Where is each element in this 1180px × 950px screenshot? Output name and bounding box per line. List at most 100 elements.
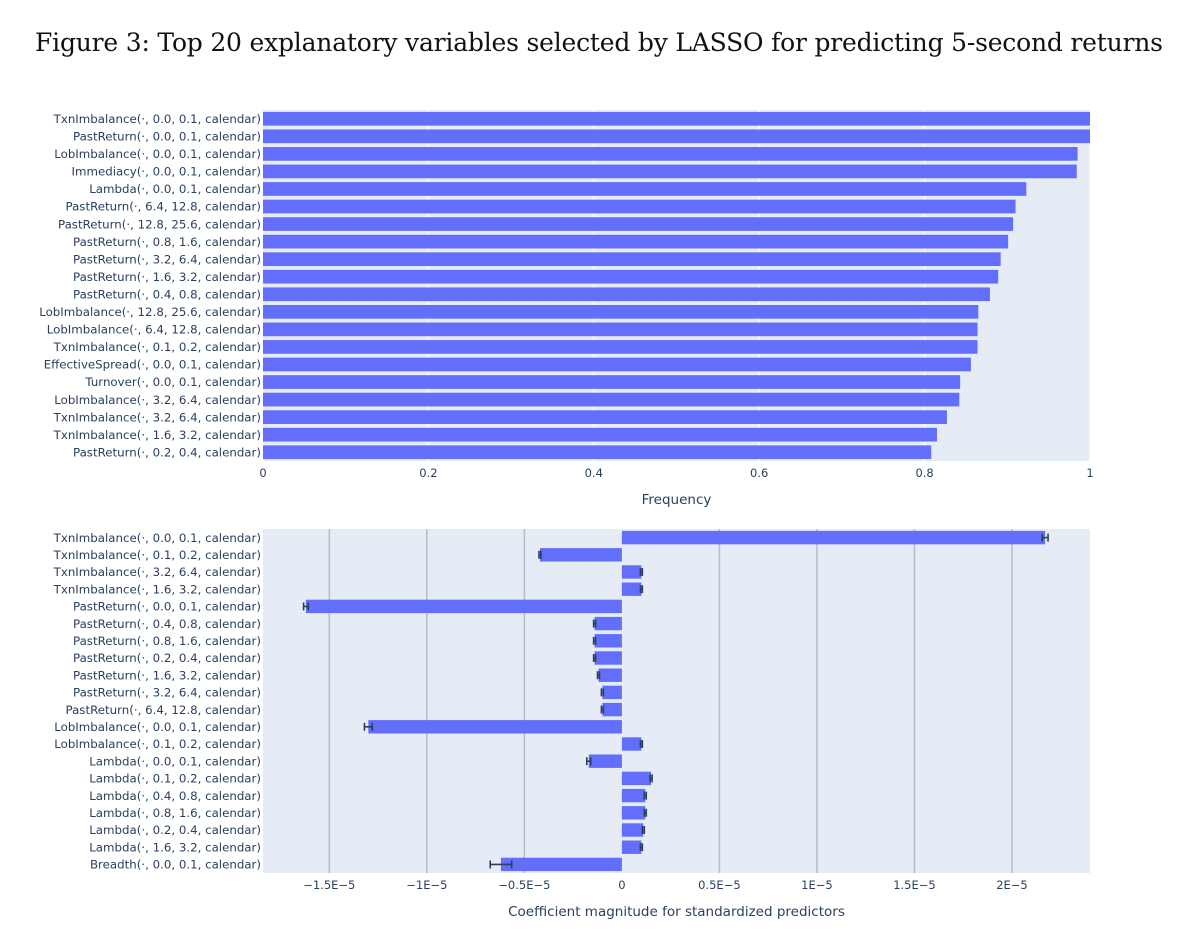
x-tick-label: 0.5E−5 <box>698 878 741 892</box>
category-label: Lambda(·, 0.0, 0.1, calendar) <box>89 182 261 196</box>
category-label: Breadth(·, 0.0, 0.1, calendar) <box>90 858 261 872</box>
category-label: TxnImbalance(·, 0.0, 0.1, calendar) <box>53 531 261 545</box>
category-label: Lambda(·, 0.4, 0.8, calendar) <box>89 789 261 803</box>
bar <box>263 322 978 337</box>
bar <box>588 754 622 768</box>
bar <box>594 634 622 648</box>
category-label: TxnImbalance(·, 0.1, 0.2, calendar) <box>53 548 261 562</box>
category-label: LobImbalance(·, 0.0, 0.1, calendar) <box>54 720 261 734</box>
bar <box>500 857 622 872</box>
bar <box>263 375 961 389</box>
coefficient-chart: TxnImbalance(·, 0.0, 0.1, calendar) TxnIm… <box>0 520 1180 945</box>
category-label: PastReturn(·, 0.2, 0.4, calendar) <box>73 651 261 665</box>
category-label: PastReturn(·, 1.6, 3.2, calendar) <box>73 668 261 682</box>
x-tick-label: 2E−5 <box>996 878 1028 892</box>
figure-title: Figure 3: Top 20 explanatory variables s… <box>35 28 1163 57</box>
bar <box>621 771 652 786</box>
category-label: PastReturn(·, 3.2, 6.4, calendar) <box>73 686 261 700</box>
category-label: TxnImbalance(·, 0.1, 0.2, calendar) <box>53 340 261 354</box>
x-tick-label: 0.2 <box>419 466 437 480</box>
plot-area <box>263 529 1090 873</box>
category-label: LobImbalance(·, 0.0, 0.1, calendar) <box>54 147 261 161</box>
category-label: PastReturn(·, 1.6, 3.2, calendar) <box>73 270 261 284</box>
category-label: PastReturn(·, 3.2, 6.4, calendar) <box>73 252 261 266</box>
category-label: LobImbalance(·, 3.2, 6.4, calendar) <box>54 393 261 407</box>
bar <box>598 668 622 682</box>
bar <box>621 840 642 854</box>
x-tick-label: 1 <box>1086 466 1093 480</box>
x-tick-label: −1.5E−5 <box>303 878 355 892</box>
category-label: PastReturn(·, 6.4, 12.8, calendar) <box>65 703 261 717</box>
bar <box>602 702 622 717</box>
bar <box>368 720 622 734</box>
x-axis-title: Frequency <box>642 492 712 508</box>
x-tick-label: 0.8 <box>915 466 933 480</box>
bar <box>263 445 932 460</box>
bar <box>621 530 1046 545</box>
category-label: PastReturn(·, 0.0, 0.1, calendar) <box>73 600 261 614</box>
category-label: PastReturn(·, 0.8, 1.6, calendar) <box>73 235 261 249</box>
bar <box>621 737 642 751</box>
bar <box>263 269 999 284</box>
category-label: PastReturn(·, 0.4, 0.8, calendar) <box>73 287 261 301</box>
category-label: Lambda(·, 0.0, 0.1, calendar) <box>89 754 261 768</box>
x-axis-title: Coefficient magnitude for standardized p… <box>508 904 845 920</box>
category-label: Lambda(·, 0.8, 1.6, calendar) <box>89 806 261 820</box>
bar <box>263 427 938 442</box>
bar <box>602 685 622 700</box>
bar <box>263 217 1014 231</box>
bar <box>621 565 642 579</box>
bar <box>263 340 978 354</box>
category-label: LobImbalance(·, 12.8, 25.6, calendar) <box>39 305 261 319</box>
bar <box>621 823 644 837</box>
category-label: Immediacy(·, 0.0, 0.1, calendar) <box>72 165 261 179</box>
bar <box>263 287 990 302</box>
x-tick-label: 1.5E−5 <box>893 878 936 892</box>
category-label: PastReturn(·, 6.4, 12.8, calendar) <box>65 200 261 214</box>
category-label: Lambda(·, 1.6, 3.2, calendar) <box>89 840 261 854</box>
bar <box>539 548 622 562</box>
category-label: LobImbalance(·, 0.1, 0.2, calendar) <box>54 737 261 751</box>
plot-area <box>263 110 1090 461</box>
category-label: Lambda(·, 0.1, 0.2, calendar) <box>89 772 261 786</box>
bar <box>263 304 979 319</box>
bar <box>263 252 1001 267</box>
coefficient-chart-svg: TxnImbalance(·, 0.0, 0.1, calendar) TxnIm… <box>53 529 1090 920</box>
category-label: PastReturn(·, 12.8, 25.6, calendar) <box>58 217 261 231</box>
category-label: EffectiveSpread(·, 0.0, 0.1, calendar) <box>44 358 261 372</box>
bar <box>263 234 1009 249</box>
category-label: TxnImbalance(·, 0.0, 0.1, calendar) <box>53 112 261 126</box>
category-label: TxnImbalance(·, 3.2, 6.4, calendar) <box>53 565 261 579</box>
bar <box>621 582 642 596</box>
x-tick-label: 0 <box>618 878 625 892</box>
category-label: TxnImbalance(·, 1.6, 3.2, calendar) <box>53 428 261 442</box>
category-label: PastReturn(·, 0.2, 0.4, calendar) <box>73 445 261 459</box>
bar <box>305 599 622 614</box>
bar <box>263 410 947 424</box>
x-tick-label: 0.4 <box>585 466 603 480</box>
category-label: PastReturn(·, 0.8, 1.6, calendar) <box>73 634 261 648</box>
frequency-chart: TxnImbalance(·, 0.0, 0.1, calendar) PastR… <box>0 100 1180 515</box>
bar <box>621 788 646 803</box>
frequency-chart-svg: TxnImbalance(·, 0.0, 0.1, calendar) PastR… <box>39 110 1094 508</box>
bar <box>621 806 646 820</box>
x-tick-label: 0.6 <box>750 466 768 480</box>
category-label: Turnover(·, 0.0, 0.1, calendar) <box>84 375 261 389</box>
bar <box>263 392 960 407</box>
category-label: PastReturn(·, 0.4, 0.8, calendar) <box>73 617 261 631</box>
x-tick-label: −1E−5 <box>406 878 447 892</box>
bar <box>263 357 971 372</box>
category-label: Lambda(·, 0.2, 0.4, calendar) <box>89 823 261 837</box>
x-tick-label: −0.5E−5 <box>498 878 550 892</box>
bar <box>594 651 622 665</box>
bar <box>263 199 1016 214</box>
bar <box>594 616 622 631</box>
x-tick-label: 1E−5 <box>801 878 833 892</box>
bar <box>263 147 1078 161</box>
bar <box>263 129 1090 144</box>
x-tick-label: 0 <box>259 466 266 480</box>
category-label: LobImbalance(·, 6.4, 12.8, calendar) <box>47 323 261 337</box>
bar <box>263 164 1077 179</box>
bar <box>263 182 1027 196</box>
bar <box>263 111 1090 126</box>
